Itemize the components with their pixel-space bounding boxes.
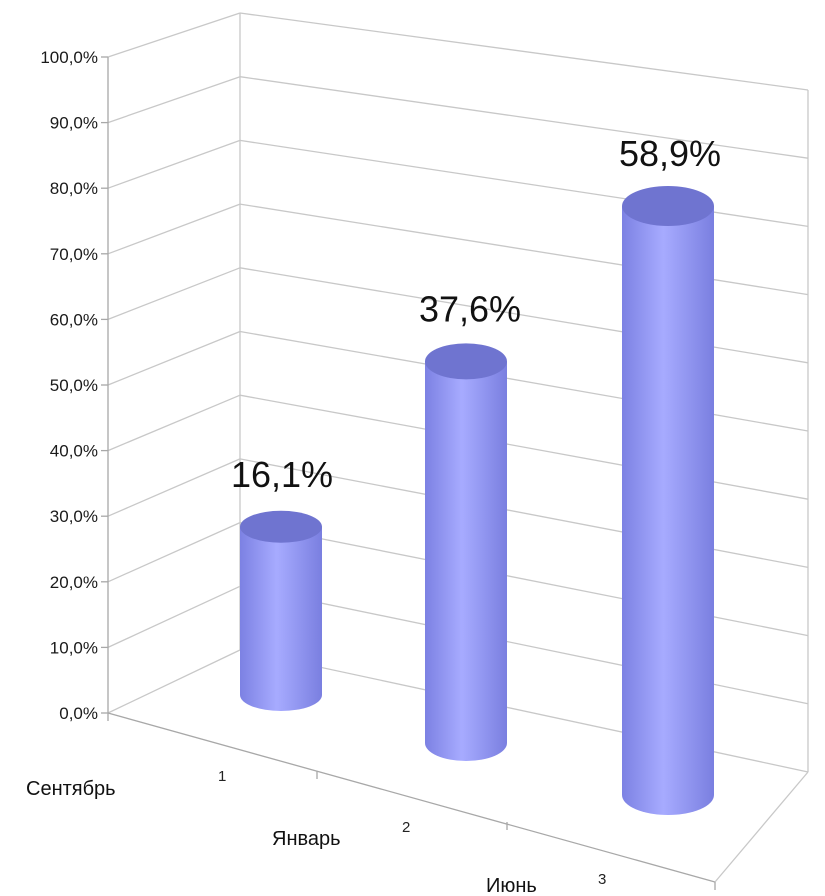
back-gridline: [239, 521, 809, 637]
floor-front-edge: [107, 712, 716, 883]
category-index-1: 1: [218, 768, 226, 785]
category-label-3: Июнь: [486, 875, 537, 896]
data-label-3: 58,9%: [619, 133, 721, 174]
data-labels: 16,1% 37,6% 58,9%: [231, 133, 721, 495]
side-gridline: [107, 267, 241, 321]
side-gridline: [107, 330, 241, 386]
side-gridline: [107, 585, 241, 648]
y-tick-label: 0,0%: [59, 704, 98, 723]
back-gridline: [239, 12, 809, 91]
side-gridline: [107, 394, 241, 452]
bar-1: [240, 526, 322, 711]
back-gridline: [239, 330, 809, 432]
side-gridline: [107, 76, 241, 124]
back-gridline: [239, 267, 809, 364]
back-gridline: [239, 649, 809, 773]
category-label-2: Январь: [272, 828, 341, 850]
bar-2: [425, 361, 507, 761]
side-gridline: [107, 203, 241, 255]
category-label-1: Сентябрь: [26, 778, 116, 800]
y-tick-label: 40,0%: [50, 442, 98, 461]
bar-3: [622, 206, 714, 815]
y-axis: 0,0% 10,0% 20,0% 30,0% 40,0% 50,0% 60,0% 70,0% 8…: [40, 48, 108, 723]
side-gridline: [107, 522, 241, 583]
y-tick-label: 50,0%: [50, 376, 98, 395]
side-gridline: [107, 12, 241, 58]
y-tick-label: 20,0%: [50, 573, 98, 592]
y-tick-label: 90,0%: [50, 114, 98, 133]
back-gridline: [239, 203, 809, 296]
side-gridline: [107, 458, 241, 517]
bar-top-2: [425, 343, 507, 380]
data-label-2: 37,6%: [419, 288, 521, 329]
y-tick-label: 60,0%: [50, 310, 98, 329]
y-tick-label: 10,0%: [50, 638, 98, 657]
back-gridline: [239, 139, 809, 228]
category-index-2: 2: [402, 819, 410, 836]
bar-series: [240, 186, 714, 815]
x-axis: Сентябрь 1 Январь 2 Июнь 3: [26, 768, 606, 896]
side-gridline: [107, 649, 241, 714]
bar-top-3: [622, 186, 714, 226]
y-tick-label: 80,0%: [50, 179, 98, 198]
data-label-1: 16,1%: [231, 454, 333, 495]
y-tick-label: 100,0%: [40, 48, 98, 67]
floor-right-edge: [714, 771, 809, 883]
category-index-3: 3: [598, 871, 606, 888]
bar-top-1: [240, 510, 322, 543]
side-gridline: [107, 139, 241, 189]
y-tick-label: 30,0%: [50, 507, 98, 526]
back-gridline: [239, 76, 809, 159]
y-tick-label: 70,0%: [50, 245, 98, 264]
back-gridline: [239, 585, 809, 705]
